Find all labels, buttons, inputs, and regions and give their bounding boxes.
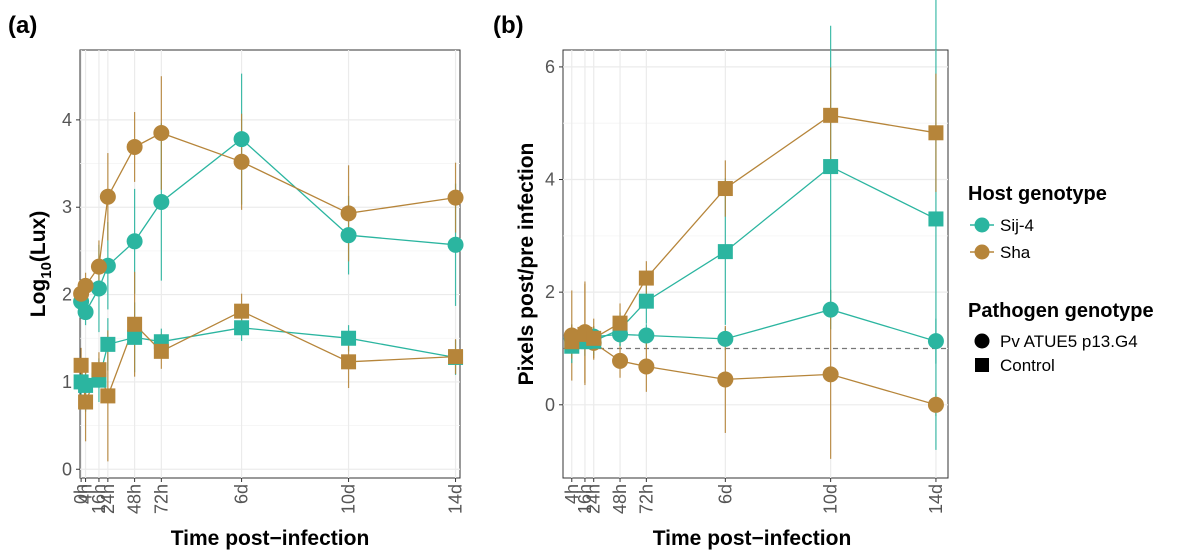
panel-label: (a) xyxy=(8,12,37,39)
legend: Host genotype Sij-4 Sha Pathogen genotype Pv… xyxy=(968,183,1154,375)
data-point xyxy=(448,349,464,365)
y-tick-label: 2 xyxy=(62,285,72,305)
x-tick-label: 48h xyxy=(610,484,630,514)
legend-host-label: Sij-4 xyxy=(1000,216,1034,235)
x-tick-label: 4h xyxy=(562,484,582,504)
legend-host-title: Host genotype xyxy=(968,183,1107,205)
data-point xyxy=(73,357,89,373)
data-point xyxy=(341,354,357,370)
data-point xyxy=(823,159,839,175)
y-tick-label: 4 xyxy=(545,170,555,190)
legend-pathogen-label: Pv ATUE5 p13.G4 xyxy=(1000,332,1138,351)
x-tick-label: 0h xyxy=(71,484,91,504)
data-point xyxy=(822,301,839,318)
data-point xyxy=(638,293,654,309)
data-point xyxy=(928,211,944,227)
data-point xyxy=(612,352,629,369)
data-point xyxy=(100,336,116,352)
x-tick-label: 10d xyxy=(821,484,841,514)
y-tick-label: 4 xyxy=(62,110,72,130)
x-tick-label: 24h xyxy=(98,484,118,514)
x-tick-label: 6d xyxy=(232,484,252,504)
legend-key-marker xyxy=(974,244,990,260)
plot-area xyxy=(79,49,461,479)
data-point xyxy=(612,315,628,331)
data-point xyxy=(90,280,107,297)
data-point xyxy=(127,316,143,332)
data-point xyxy=(447,189,464,206)
data-point xyxy=(126,138,143,155)
data-point xyxy=(638,270,654,286)
y-tick-label: 0 xyxy=(545,395,555,415)
y-axis-title: Log10(Lux) xyxy=(27,211,55,318)
data-point xyxy=(447,236,464,253)
panel-label: (b) xyxy=(493,12,524,39)
x-tick-label: 72h xyxy=(636,484,656,514)
data-point xyxy=(340,227,357,244)
x-tick-label: 4h xyxy=(76,484,96,504)
data-point xyxy=(78,394,94,410)
data-point xyxy=(928,125,944,141)
data-point xyxy=(927,396,944,413)
data-point xyxy=(100,388,116,404)
data-point xyxy=(341,330,357,346)
data-point xyxy=(823,107,839,123)
data-point xyxy=(927,333,944,350)
legend-pathogen-title: Pathogen genotype xyxy=(968,300,1154,322)
data-point xyxy=(638,358,655,375)
plot-area xyxy=(562,49,949,479)
data-point xyxy=(234,320,250,336)
x-tick-label: 72h xyxy=(151,484,171,514)
x-tick-label: 10d xyxy=(339,484,359,514)
data-point xyxy=(717,181,733,197)
data-point xyxy=(99,188,116,205)
data-point xyxy=(340,205,357,222)
data-point xyxy=(233,131,250,148)
data-point xyxy=(233,153,250,170)
data-point xyxy=(127,329,143,345)
x-tick-label: 14d xyxy=(446,484,466,514)
data-point xyxy=(126,233,143,250)
legend-square-icon xyxy=(975,358,989,372)
y-axis-title: Pixels post/pre infection xyxy=(515,143,538,386)
data-point xyxy=(77,304,94,321)
y-tick-label: 1 xyxy=(62,372,72,392)
data-point xyxy=(564,334,580,350)
legend-host-label: Sha xyxy=(1000,243,1031,262)
data-point xyxy=(717,330,734,347)
x-tick-label: 14d xyxy=(926,484,946,514)
legend-pathogen-label: Control xyxy=(1000,356,1055,375)
y-tick-label: 3 xyxy=(62,197,72,217)
x-axis-title: Time post−infection xyxy=(653,527,852,550)
data-point xyxy=(153,193,170,210)
data-point xyxy=(638,327,655,344)
data-point xyxy=(90,258,107,275)
data-point xyxy=(91,362,107,378)
x-tick-label: 48h xyxy=(125,484,145,514)
data-point xyxy=(717,371,734,388)
legend-circle-icon xyxy=(974,333,990,349)
x-axis-title: Time post−infection xyxy=(171,527,370,550)
data-point xyxy=(77,277,94,294)
data-point xyxy=(822,366,839,383)
data-point xyxy=(717,244,733,260)
y-tick-label: 2 xyxy=(545,282,555,302)
x-tick-label: 16h xyxy=(575,484,595,514)
x-tick-label: 6d xyxy=(715,484,735,504)
data-point xyxy=(586,330,602,346)
y-tick-label: 6 xyxy=(545,57,555,77)
data-point xyxy=(153,343,169,359)
data-point xyxy=(153,124,170,141)
data-point xyxy=(78,377,94,393)
legend-key-marker xyxy=(974,217,990,233)
x-tick-label: 24h xyxy=(584,484,604,514)
x-tick-label: 16h xyxy=(89,484,109,514)
y-tick-label: 0 xyxy=(62,459,72,479)
data-point xyxy=(234,303,250,319)
